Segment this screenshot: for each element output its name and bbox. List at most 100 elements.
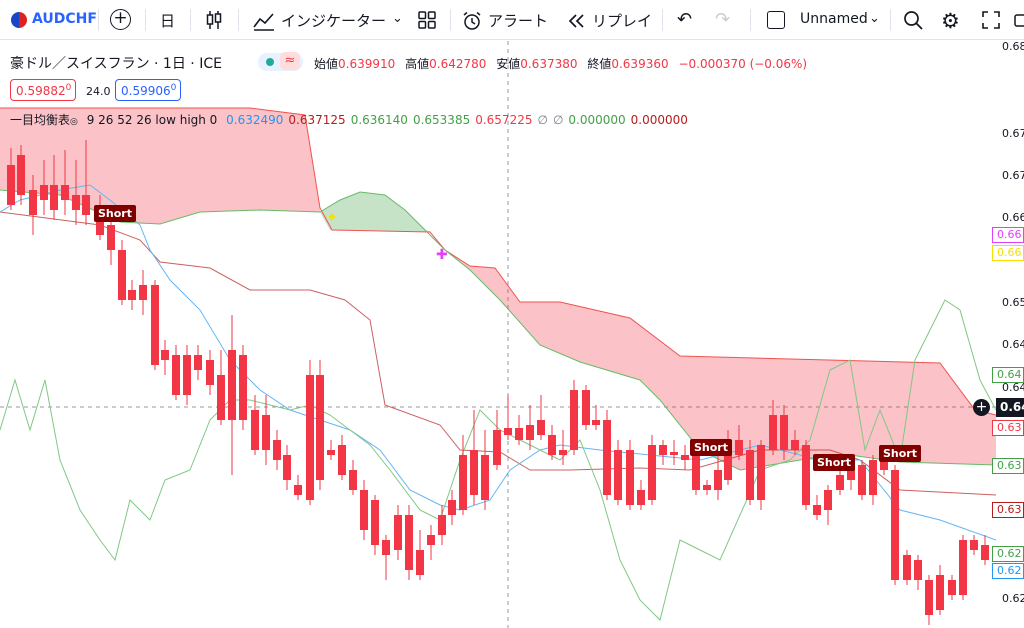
candle-body xyxy=(692,450,700,490)
candle-body xyxy=(824,490,832,510)
price-line-label: 0.64 xyxy=(992,367,1024,383)
candle-body xyxy=(813,505,821,515)
candle-body xyxy=(349,470,357,490)
interval-button[interactable]: 日 xyxy=(160,12,176,30)
candle-body xyxy=(50,185,58,210)
candle-body xyxy=(504,428,512,435)
layout-name-button[interactable]: Unnamed xyxy=(800,11,868,27)
candle-body xyxy=(626,450,634,505)
candles-icon[interactable] xyxy=(205,10,223,34)
candle-body xyxy=(526,425,534,440)
replay-button[interactable]: リプレイ xyxy=(568,10,652,31)
high-label: 高値 xyxy=(405,57,430,71)
candle-body xyxy=(371,500,379,545)
sell-button[interactable]: 0.598820 xyxy=(10,79,76,101)
candle-body xyxy=(72,195,80,210)
candle-body xyxy=(746,450,754,500)
indicators-button[interactable]: インジケーター xyxy=(253,10,386,31)
indicator-value: ∅ xyxy=(537,113,548,127)
candle-body xyxy=(981,545,989,560)
symbol-search-button[interactable]: AUDCHF xyxy=(32,11,97,27)
indicator-value: ∅ xyxy=(552,113,564,127)
candle-body xyxy=(338,445,346,475)
price-chart[interactable]: ✦✚ xyxy=(0,41,996,628)
templates-grid-icon[interactable] xyxy=(418,11,436,33)
candle-body xyxy=(283,455,291,480)
candle-body xyxy=(405,515,413,570)
candle-body xyxy=(948,580,956,595)
sell-price: 0.59882 xyxy=(16,84,66,98)
toolbar-divider xyxy=(750,9,751,31)
low-label: 安値 xyxy=(496,57,521,71)
alert-button[interactable]: アラート xyxy=(462,10,548,31)
candle-body xyxy=(128,290,136,300)
search-icon[interactable] xyxy=(903,10,923,34)
ichimoku-legend[interactable]: 一目均衡表◎ 9 26 52 26 low high 0 0.632490 0.6… xyxy=(10,111,698,128)
buy-button[interactable]: 0.599060 xyxy=(115,79,181,101)
candle-body xyxy=(891,470,899,580)
candle-body xyxy=(537,420,545,435)
chevron-down-icon[interactable]: ⌄ xyxy=(392,11,403,26)
indicator-values: 0.632490 0.637125 0.636140 0.653385 0.657225… xyxy=(226,113,693,127)
candle-body xyxy=(382,540,390,555)
add-alert-plus-icon[interactable]: + xyxy=(973,399,990,416)
price-tick: 0.64 xyxy=(1002,338,1024,351)
candle-body xyxy=(183,355,191,395)
candle-body xyxy=(360,490,368,530)
price-tick: 0.62 xyxy=(1002,592,1024,605)
indicator-value: 0.637125 xyxy=(288,113,346,127)
candle-body xyxy=(493,430,501,465)
candle-body xyxy=(470,450,478,495)
delayed-data-icon[interactable]: ≈ xyxy=(280,52,300,70)
indicator-params: 9 26 52 26 low high 0 xyxy=(86,113,218,127)
candle-body xyxy=(559,450,567,455)
toolbar-divider xyxy=(450,9,451,31)
buy-price: 0.59906 xyxy=(121,84,171,98)
candle-body xyxy=(681,455,689,460)
redo-icon[interactable]: ↷ xyxy=(715,9,731,30)
price-line-label: 0.63 xyxy=(992,458,1024,474)
price-line-label: 0.62 xyxy=(992,563,1024,579)
candle-body xyxy=(858,465,866,495)
buy-price-sup: 0 xyxy=(170,83,177,93)
symbol-flag-icon[interactable] xyxy=(11,12,27,28)
candle-body xyxy=(448,500,456,515)
candle-body xyxy=(880,460,888,470)
add-compare-icon[interactable]: + xyxy=(110,9,131,30)
indicator-value: 0.657225 xyxy=(475,113,533,127)
short-signal-label: Short xyxy=(879,445,921,462)
candle-body xyxy=(659,445,667,455)
layout-checkbox-icon[interactable] xyxy=(767,11,785,29)
open-value: 0.639910 xyxy=(338,57,396,71)
alarm-clock-icon xyxy=(463,11,481,30)
open-label: 始値 xyxy=(314,57,339,71)
candle-body xyxy=(206,360,214,385)
indicators-icon xyxy=(253,12,274,31)
indicator-value: 0.632490 xyxy=(226,113,284,127)
chevron-down-icon[interactable]: ⌄ xyxy=(869,11,880,26)
candle-body xyxy=(306,375,314,500)
candle-body xyxy=(172,355,180,395)
candle-body xyxy=(294,485,302,495)
ohlc-readout: 始値0.639910 高値0.642780 安値0.637380 終値0.639… xyxy=(314,55,813,72)
bearish-cloud xyxy=(445,250,996,470)
camera-icon[interactable] xyxy=(1014,11,1024,33)
fullscreen-icon[interactable] xyxy=(982,11,1000,33)
candle-body xyxy=(757,445,765,500)
candle-body xyxy=(139,285,147,300)
price-axis[interactable] xyxy=(996,41,1024,628)
indicator-value: 0.636140 xyxy=(350,113,408,127)
candle-body xyxy=(637,490,645,505)
indicator-value: 0.653385 xyxy=(412,113,471,127)
candle-body xyxy=(959,540,967,595)
short-signal-label: Short xyxy=(690,439,732,456)
gear-icon[interactable]: ⚙ xyxy=(941,9,960,33)
candle-body xyxy=(251,410,259,450)
undo-icon[interactable]: ↶ xyxy=(677,9,693,30)
candle-body xyxy=(780,415,788,450)
pink-cross-marker: ✚ xyxy=(436,247,448,263)
candle-body xyxy=(592,420,600,425)
candle-body xyxy=(869,460,877,495)
candle-body xyxy=(427,535,435,545)
candle-body xyxy=(416,550,424,575)
